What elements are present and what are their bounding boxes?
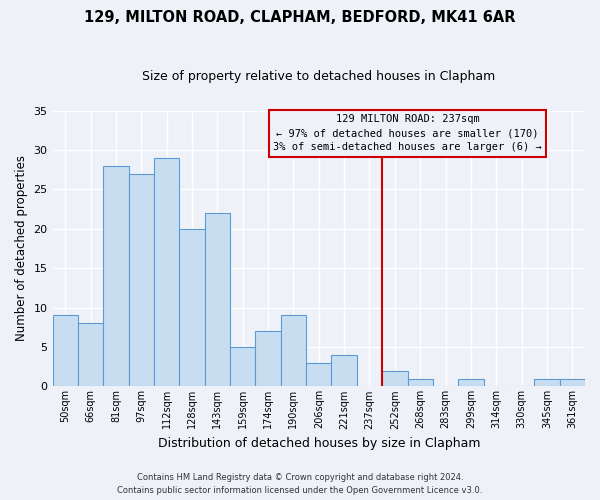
Bar [179,229,205,386]
Text: Contains HM Land Registry data © Crown copyright and database right 2024.
Contai: Contains HM Land Registry data © Crown c… [118,474,482,495]
Bar [281,316,306,386]
Bar [306,362,331,386]
X-axis label: Distribution of detached houses by size in Clapham: Distribution of detached houses by size … [158,437,480,450]
Bar [458,378,484,386]
Bar [331,355,357,386]
Bar [256,331,281,386]
Bar [53,316,78,386]
Bar [230,347,256,387]
Y-axis label: Number of detached properties: Number of detached properties [15,156,28,342]
Bar [560,378,585,386]
Bar [128,174,154,386]
Bar [382,370,407,386]
Bar [154,158,179,386]
Bar [103,166,128,386]
Bar [205,213,230,386]
Title: Size of property relative to detached houses in Clapham: Size of property relative to detached ho… [142,70,496,83]
Bar [534,378,560,386]
Bar [407,378,433,386]
Text: 129, MILTON ROAD, CLAPHAM, BEDFORD, MK41 6AR: 129, MILTON ROAD, CLAPHAM, BEDFORD, MK41… [84,10,516,25]
Text: 129 MILTON ROAD: 237sqm
← 97% of detached houses are smaller (170)
3% of semi-de: 129 MILTON ROAD: 237sqm ← 97% of detache… [273,114,542,152]
Bar [78,324,103,386]
